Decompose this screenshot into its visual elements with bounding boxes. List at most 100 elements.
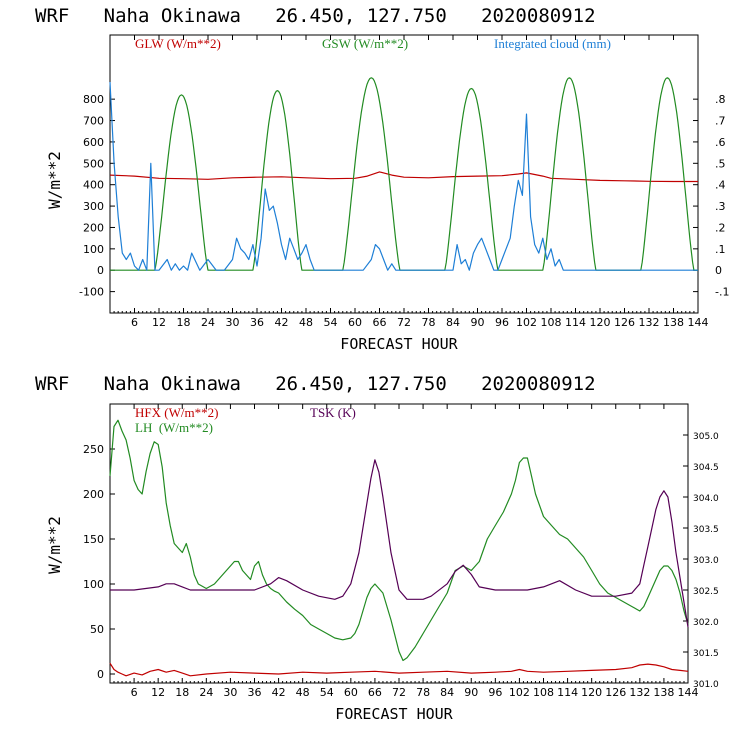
legend-gsw: GSW (W/m**2)	[322, 36, 408, 51]
x-tick-label: 114	[565, 316, 586, 329]
x-tick-label: 30	[226, 316, 240, 329]
y2-tick-label: 303.0	[693, 556, 719, 566]
legend-tsk: TSK (K)	[310, 405, 356, 420]
x-tick-label: 30	[223, 686, 237, 699]
y-tick-label: 500	[83, 157, 104, 170]
x-tick-label: 18	[177, 316, 191, 329]
x-tick-label: 78	[422, 316, 436, 329]
x-tick-label: 132	[629, 686, 650, 699]
x-tick-label: 48	[299, 316, 313, 329]
y2-tick-label: 302.0	[693, 618, 719, 628]
lh-series-line	[109, 419, 689, 662]
y-tick-label: 100	[83, 578, 104, 591]
x-tick-label: 60	[344, 686, 358, 699]
y2-tick-label: 304.0	[693, 494, 719, 504]
x-tick-label: 84	[440, 686, 454, 699]
x-tick-label: 12	[151, 686, 165, 699]
chart-title: WRF Naha Okinawa 26.450, 127.750 2020080…	[35, 373, 596, 395]
y2-tick-label: 305.0	[693, 432, 719, 442]
y2-tick-label: .3	[715, 200, 726, 213]
x-tick-label: 96	[495, 316, 509, 329]
plot-frame	[109, 34, 699, 314]
y-tick-label: 150	[83, 533, 104, 546]
y-tick-label: 250	[83, 443, 104, 456]
y2-tick-label: 301.0	[693, 680, 719, 690]
y-tick-label: 50	[90, 623, 104, 636]
y2-tick-label: 302.5	[693, 587, 719, 597]
x-tick-label: 126	[614, 316, 635, 329]
x-tick-label: 96	[488, 686, 502, 699]
x-tick-label: 120	[581, 686, 602, 699]
legend-lh: LH (W/m**2)	[135, 420, 213, 435]
x-tick-label: 108	[541, 316, 562, 329]
x-tick-label: 138	[653, 686, 674, 699]
x-tick-label: 54	[324, 316, 338, 329]
x-tick-label: 36	[248, 686, 262, 699]
x-tick-label: 144	[688, 316, 709, 329]
y2-tick-label: .2	[715, 221, 726, 234]
x-tick-label: 42	[272, 686, 286, 699]
y-tick-label: 800	[83, 93, 104, 106]
y-tick-label: 400	[83, 179, 104, 192]
y2-tick-label: -.1	[715, 286, 729, 299]
x-tick-label: 90	[464, 686, 478, 699]
x-tick-label: 90	[471, 316, 485, 329]
x-tick-label: 6	[131, 316, 138, 329]
glw-series-line	[109, 171, 698, 183]
tsk-series-line	[110, 459, 689, 628]
y2-tick-label: 301.5	[693, 649, 719, 659]
y2-tick-label: 303.5	[693, 525, 719, 535]
x-tick-label: 42	[275, 316, 289, 329]
y-tick-label: 600	[83, 136, 104, 149]
x-tick-label: 60	[348, 316, 362, 329]
x-axis-label: FORECAST HOUR	[335, 705, 453, 723]
y2-tick-label: 304.5	[693, 463, 719, 473]
y-axis-label: W/m**2	[45, 516, 64, 574]
y-axis-label: W/m**2	[45, 151, 64, 209]
y-tick-label: 200	[83, 221, 104, 234]
y-tick-label: 0	[97, 668, 104, 681]
legend-glw: GLW (W/m**2)	[135, 36, 221, 51]
x-tick-label: 12	[152, 316, 166, 329]
x-axis-label: FORECAST HOUR	[340, 335, 458, 353]
x-tick-label: 72	[397, 316, 411, 329]
x-tick-label: 48	[296, 686, 310, 699]
x-tick-label: 144	[678, 686, 699, 699]
y2-tick-label: .8	[715, 93, 726, 106]
y-tick-label: 300	[83, 200, 104, 213]
y2-tick-label: .7	[715, 115, 726, 128]
y2-tick-label: .4	[715, 179, 726, 192]
x-tick-label: 72	[392, 686, 406, 699]
x-tick-label: 138	[663, 316, 684, 329]
y-tick-label: 0	[97, 264, 104, 277]
y-tick-label: -100	[79, 286, 104, 299]
x-tick-label: 66	[368, 686, 382, 699]
x-tick-label: 102	[509, 686, 530, 699]
y2-tick-label: .5	[715, 157, 726, 170]
hfx-series-line	[109, 662, 689, 677]
chart-title: WRF Naha Okinawa 26.450, 127.750 2020080…	[35, 5, 596, 27]
x-tick-label: 66	[373, 316, 387, 329]
x-tick-label: 24	[199, 686, 213, 699]
legend-hfx: HFX (W/m**2)	[135, 405, 218, 420]
y-tick-label: 200	[83, 488, 104, 501]
legend-cloud: Integrated cloud (mm)	[494, 36, 611, 51]
x-tick-label: 126	[605, 686, 626, 699]
y-tick-label: 700	[83, 115, 104, 128]
x-tick-label: 36	[250, 316, 264, 329]
gsw-series-line	[110, 77, 698, 271]
x-tick-label: 108	[533, 686, 554, 699]
y2-tick-label: 0	[715, 264, 722, 277]
x-tick-label: 18	[175, 686, 189, 699]
y2-tick-label: .1	[715, 243, 726, 256]
x-tick-label: 132	[639, 316, 660, 329]
x-tick-label: 102	[516, 316, 537, 329]
x-tick-label: 120	[590, 316, 611, 329]
x-tick-label: 114	[557, 686, 578, 699]
x-tick-label: 6	[131, 686, 138, 699]
plot-frame	[109, 403, 689, 684]
x-tick-label: 24	[201, 316, 215, 329]
y2-tick-label: .6	[715, 136, 726, 149]
x-tick-label: 78	[416, 686, 430, 699]
